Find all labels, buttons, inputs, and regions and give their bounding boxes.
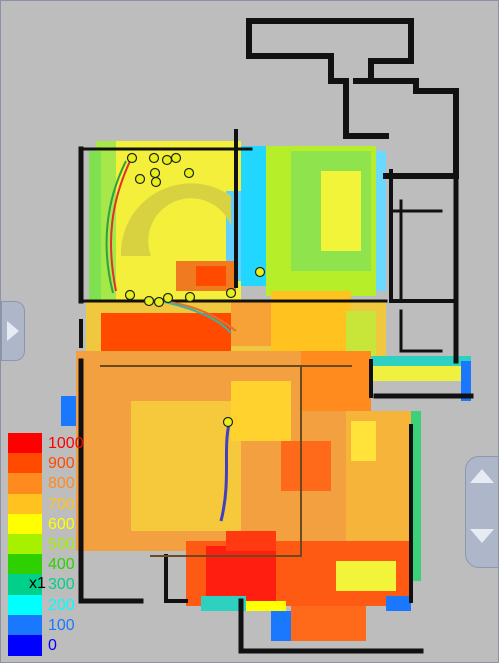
legend-swatch bbox=[8, 534, 42, 555]
legend-row: 900 bbox=[6, 453, 91, 475]
legend-row: 500 bbox=[6, 534, 91, 555]
legend-row: 700 bbox=[6, 493, 91, 515]
legend-label: 200 bbox=[48, 596, 75, 614]
legend-label: 100 bbox=[48, 616, 75, 634]
legend-row: 1000 bbox=[6, 433, 91, 454]
measurement-points bbox=[124, 152, 266, 428]
legend-swatch bbox=[8, 433, 42, 454]
right-panel-handle[interactable] bbox=[465, 456, 498, 568]
legend-label: 0 bbox=[48, 637, 57, 654]
legend-row: 200 bbox=[6, 594, 91, 616]
legend-swatch bbox=[8, 473, 42, 495]
left-panel-handle[interactable] bbox=[1, 301, 25, 361]
legend-row: 600 bbox=[6, 513, 91, 535]
legend-label: 700 bbox=[48, 495, 75, 513]
legend-swatch bbox=[8, 513, 42, 535]
legend-swatch bbox=[8, 614, 42, 636]
legend-swatch bbox=[8, 574, 42, 596]
zoom-scale-label: x1 bbox=[29, 575, 46, 592]
legend-label: 900 bbox=[48, 455, 75, 473]
chevron-down-icon bbox=[470, 529, 494, 543]
signal-legend: 1000 900 800 700 600 500 400 300 200 100 0 bbox=[6, 433, 91, 657]
heatmap-layer bbox=[61, 141, 471, 641]
legend-label: 500 bbox=[48, 536, 75, 553]
legend-label: 300 bbox=[48, 576, 75, 594]
legend-swatch bbox=[8, 594, 42, 616]
legend-swatch bbox=[8, 453, 42, 475]
legend-swatch bbox=[8, 635, 42, 656]
chevron-right-icon bbox=[7, 321, 19, 341]
legend-label: 600 bbox=[48, 515, 75, 533]
legend-row: 800 bbox=[6, 473, 91, 495]
legend-swatch bbox=[8, 493, 42, 515]
legend-row: 0 bbox=[6, 635, 91, 656]
legend-label: 1000 bbox=[48, 435, 84, 452]
legend-label: 800 bbox=[48, 475, 75, 493]
legend-row: 100 bbox=[6, 614, 91, 636]
legend-swatch bbox=[8, 554, 42, 576]
legend-row: 300 bbox=[6, 574, 91, 596]
floorplan-walls bbox=[78, 18, 474, 654]
legend-label: 400 bbox=[48, 556, 75, 574]
legend-row: 400 bbox=[6, 554, 91, 576]
chevron-up-icon bbox=[470, 469, 494, 483]
